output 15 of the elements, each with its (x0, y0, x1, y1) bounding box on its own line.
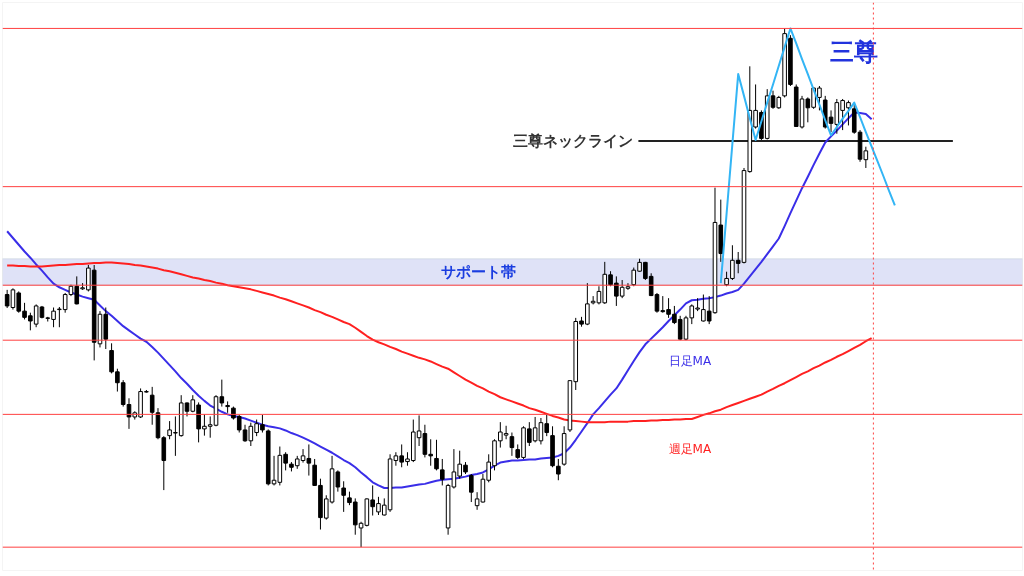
candlestick (469, 473, 474, 503)
candlestick (434, 439, 439, 471)
series-label: 日足MA (668, 354, 712, 369)
band-label: サポート帯 (440, 262, 516, 281)
annotation: 三尊 (830, 37, 879, 66)
candlestick (440, 458, 445, 486)
candlestick (509, 432, 515, 457)
candlestick (225, 400, 230, 414)
ref-line-label: 三尊ネックライン (512, 132, 633, 150)
candlestick (149, 386, 155, 426)
candlestick (341, 480, 346, 513)
candlestick (161, 435, 167, 491)
candlestick (851, 103, 857, 135)
series-label: 週足MA (668, 442, 712, 457)
candlestick (556, 458, 561, 481)
